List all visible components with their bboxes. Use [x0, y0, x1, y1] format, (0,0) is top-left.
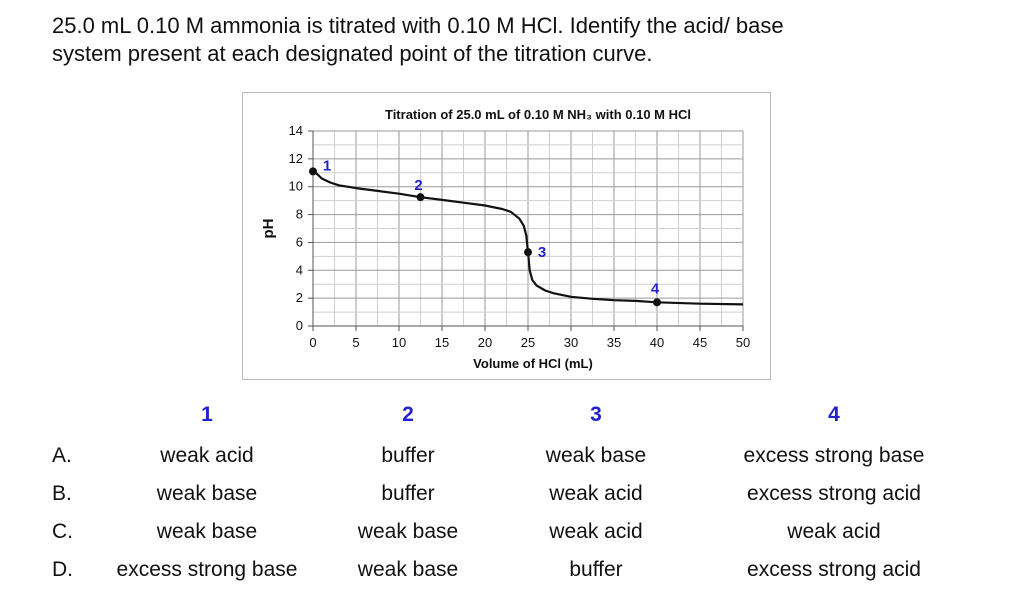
answer-c-point-1: weak base — [156, 520, 258, 543]
x-tick-label: 45 — [693, 335, 707, 350]
answer-c-point-3: weak acid — [549, 520, 643, 543]
point-marker-1 — [309, 167, 317, 176]
question-line-1: 25.0 mL 0.10 M ammonia is titrated with … — [52, 13, 784, 38]
answer-column-header-4: 4 — [828, 403, 840, 426]
x-tick-label: 5 — [352, 335, 359, 350]
answer-c-point-4: weak acid — [787, 520, 881, 543]
answer-d-point-3: buffer — [569, 558, 623, 581]
answer-a-point-3: weak base — [545, 444, 647, 467]
chart-title: Titration of 25.0 mL of 0.10 M NH₃ with … — [385, 107, 691, 122]
x-tick-label: 15 — [435, 335, 449, 350]
answer-b-point-4: excess strong acid — [747, 482, 921, 505]
y-tick-label: 12 — [289, 151, 303, 166]
answer-column-header-3: 3 — [590, 403, 602, 426]
x-tick-label: 10 — [392, 335, 406, 350]
x-tick-label: 35 — [607, 335, 621, 350]
point-marker-2 — [416, 193, 425, 202]
answer-d-point-4: excess strong acid — [747, 558, 921, 581]
answer-option-letter-c[interactable]: C. — [52, 520, 73, 543]
x-tick-label: 30 — [564, 335, 578, 350]
question-line-2: system present at each designated point … — [52, 41, 653, 66]
x-axis-label: Volume of HCl (mL) — [473, 356, 593, 371]
answer-d-point-1: excess strong base — [116, 558, 298, 581]
point-label-3: 3 — [538, 244, 546, 261]
answer-column-header-1: 1 — [201, 403, 213, 426]
answer-a-point-1: weak acid — [160, 444, 254, 467]
y-tick-label: 0 — [296, 318, 303, 333]
x-tick-label: 40 — [650, 335, 664, 350]
answer-b-point-1: weak base — [156, 482, 258, 505]
y-tick-label: 10 — [289, 179, 303, 194]
x-tick-label: 0 — [309, 335, 316, 350]
y-tick-label: 4 — [296, 262, 303, 277]
y-tick-label: 8 — [296, 207, 303, 222]
answer-option-letter-b[interactable]: B. — [52, 482, 72, 505]
titration-chart-svg: 0 5 10 15 20 25 30 35 40 45 5002468101214Titration… — [260, 107, 750, 371]
point-marker-4 — [653, 298, 661, 307]
question-text: 25.0 mL 0.10 M ammonia is titrated with … — [52, 12, 982, 68]
y-tick-label: 6 — [296, 234, 303, 249]
point-marker-3 — [524, 248, 532, 257]
y-tick-label: 2 — [296, 290, 303, 305]
answer-b-point-2: buffer — [381, 482, 435, 505]
y-axis-label: pH — [260, 219, 277, 239]
y-tick-label: 14 — [289, 123, 303, 138]
titration-curve-line — [312, 170, 744, 306]
answer-column-header-2: 2 — [402, 403, 414, 426]
answer-c-point-2: weak base — [357, 520, 459, 543]
answer-a-point-4: excess strong base — [743, 444, 925, 467]
titration-chart: 0 5 10 15 20 25 30 35 40 45 50 0 2 4 6 8 10 12 14 Titration… — [242, 92, 771, 380]
answer-option-letter-a[interactable]: A. — [52, 444, 72, 467]
point-label-2: 2 — [414, 177, 422, 194]
x-tick-label: 50 — [736, 335, 750, 350]
answer-b-point-3: weak acid — [549, 482, 643, 505]
point-label-4: 4 — [651, 280, 660, 297]
x-tick-label: 25 — [521, 335, 535, 350]
x-tick-label: 20 — [478, 335, 492, 350]
answer-a-point-2: buffer — [381, 444, 435, 467]
answer-option-letter-d[interactable]: D. — [52, 558, 73, 581]
point-label-1: 1 — [323, 157, 331, 174]
answer-d-point-2: weak base — [357, 558, 459, 581]
